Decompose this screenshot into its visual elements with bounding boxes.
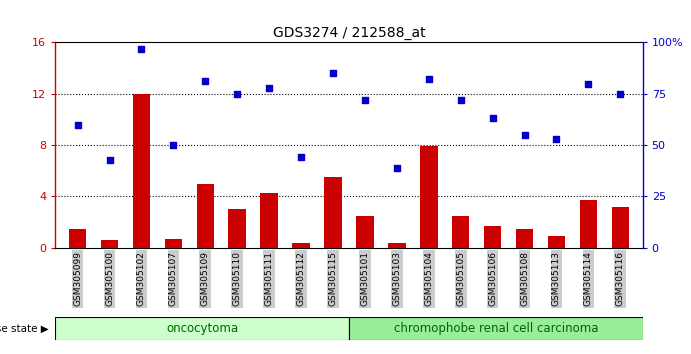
Point xyxy=(296,155,307,160)
Point xyxy=(551,136,562,142)
Point xyxy=(519,132,530,138)
Point xyxy=(200,79,211,84)
Point xyxy=(72,122,83,127)
Text: GSM305109: GSM305109 xyxy=(201,251,210,306)
Text: GSM305102: GSM305102 xyxy=(137,251,146,306)
Text: GSM305100: GSM305100 xyxy=(105,251,114,306)
Point xyxy=(615,91,626,97)
Point xyxy=(136,46,147,51)
Bar xyxy=(452,216,469,248)
Text: GSM305106: GSM305106 xyxy=(488,251,497,306)
Text: GSM305104: GSM305104 xyxy=(424,251,433,306)
Text: GSM305103: GSM305103 xyxy=(392,251,401,306)
Text: GSM305101: GSM305101 xyxy=(361,251,370,306)
Bar xyxy=(388,243,406,248)
Bar xyxy=(548,236,565,248)
Text: GSM305112: GSM305112 xyxy=(296,251,305,306)
Bar xyxy=(229,209,246,248)
Point xyxy=(168,142,179,148)
Text: GSM305105: GSM305105 xyxy=(456,251,465,306)
Point xyxy=(487,116,498,121)
Text: GSM305111: GSM305111 xyxy=(265,251,274,306)
Point xyxy=(231,91,243,97)
Bar xyxy=(324,177,342,248)
Point xyxy=(104,157,115,162)
Bar xyxy=(292,243,310,248)
Bar xyxy=(55,317,349,340)
Point xyxy=(359,97,370,103)
Text: GSM305108: GSM305108 xyxy=(520,251,529,306)
Point xyxy=(455,97,466,103)
Point xyxy=(391,165,402,171)
Bar xyxy=(133,94,150,248)
Bar xyxy=(580,200,597,248)
Bar xyxy=(69,229,86,248)
Text: GSM305099: GSM305099 xyxy=(73,251,82,306)
Text: oncocytoma: oncocytoma xyxy=(166,322,238,335)
Text: disease state ▶: disease state ▶ xyxy=(0,323,48,333)
Point xyxy=(264,85,275,91)
Text: chromophobe renal cell carcinoma: chromophobe renal cell carcinoma xyxy=(394,322,598,335)
Text: GSM305115: GSM305115 xyxy=(328,251,337,306)
Text: GSM305110: GSM305110 xyxy=(233,251,242,306)
Bar xyxy=(164,239,182,248)
Bar xyxy=(515,229,533,248)
Bar xyxy=(484,226,502,248)
Bar xyxy=(101,240,118,248)
Bar xyxy=(261,193,278,248)
Title: GDS3274 / 212588_at: GDS3274 / 212588_at xyxy=(273,26,425,40)
Bar xyxy=(349,317,643,340)
Bar xyxy=(612,207,629,248)
Point xyxy=(583,81,594,86)
Text: GSM305114: GSM305114 xyxy=(584,251,593,306)
Bar xyxy=(420,147,437,248)
Text: GSM305116: GSM305116 xyxy=(616,251,625,306)
Point xyxy=(423,76,434,82)
Bar xyxy=(196,184,214,248)
Text: GSM305107: GSM305107 xyxy=(169,251,178,306)
Point xyxy=(328,70,339,76)
Bar xyxy=(356,216,374,248)
Text: GSM305113: GSM305113 xyxy=(552,251,561,306)
